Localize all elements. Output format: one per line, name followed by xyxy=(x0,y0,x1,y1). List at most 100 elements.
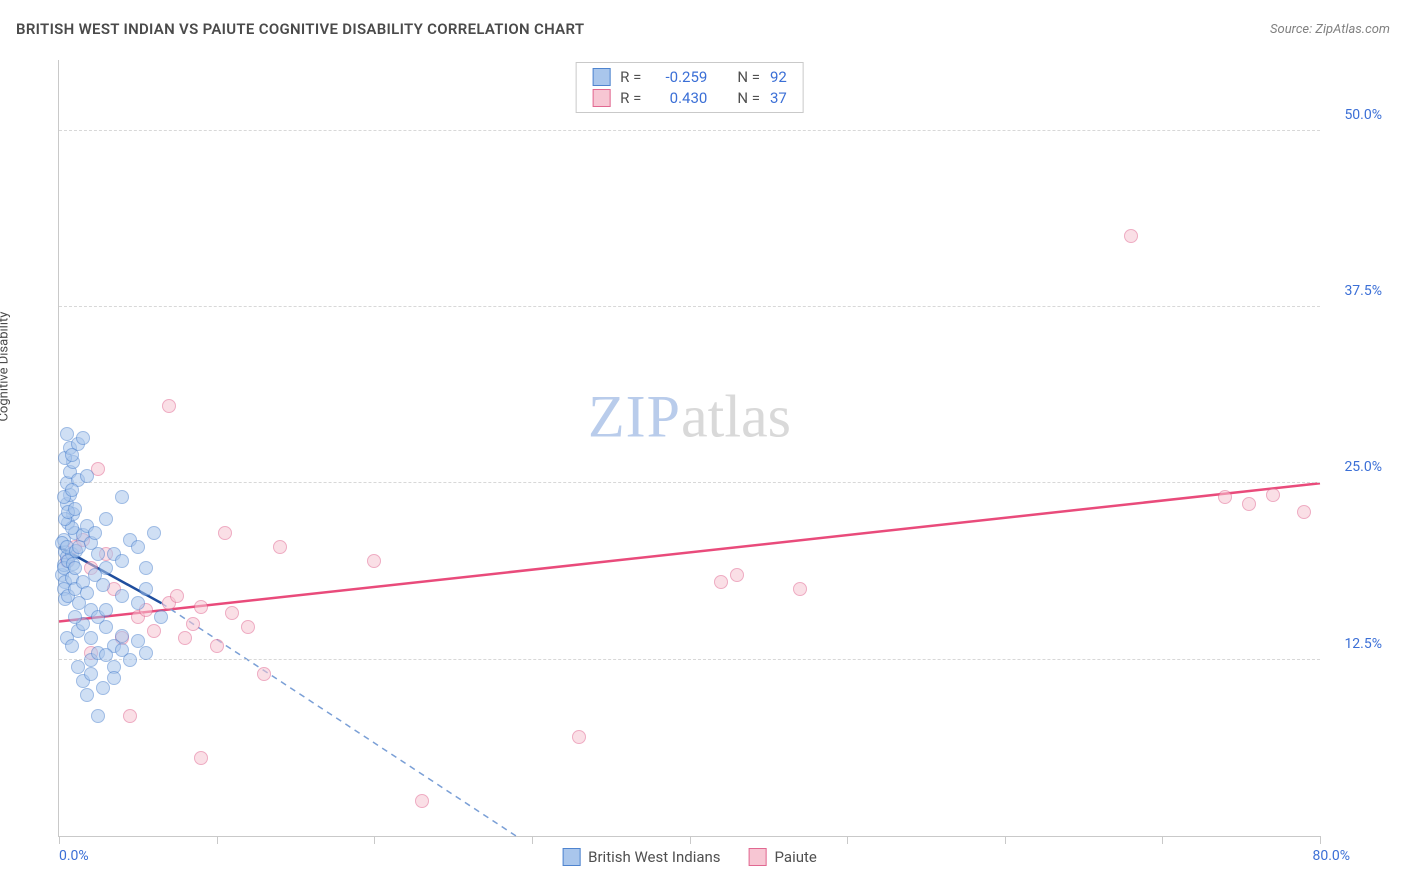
scatter-point-pink xyxy=(572,730,586,744)
scatter-point-blue xyxy=(115,554,129,568)
correlation-legend: R = -0.259 N = 92R = 0.430 N = 37 xyxy=(575,62,804,113)
scatter-point-blue xyxy=(131,596,145,610)
x-tick xyxy=(690,836,691,844)
scatter-point-pink xyxy=(367,554,381,568)
scatter-point-blue xyxy=(139,582,153,596)
series-legend-item: Paiute xyxy=(749,848,817,866)
series-legend-label: Paiute xyxy=(775,848,817,866)
chart-title: BRITISH WEST INDIAN VS PAIUTE COGNITIVE … xyxy=(16,20,584,38)
scatter-point-blue xyxy=(71,660,85,674)
scatter-point-pink xyxy=(793,582,807,596)
scatter-point-pink xyxy=(730,568,744,582)
legend-r-value: -0.259 xyxy=(651,68,707,86)
scatter-point-pink xyxy=(1242,497,1256,511)
scatter-point-pink xyxy=(415,794,429,808)
scatter-point-blue xyxy=(76,431,90,445)
x-tick xyxy=(1162,836,1163,844)
scatter-point-blue xyxy=(88,526,102,540)
scatter-point-pink xyxy=(1266,488,1280,502)
scatter-point-blue xyxy=(80,469,94,483)
correlation-legend-row: R =0.430N =37 xyxy=(592,89,787,107)
scatter-point-pink xyxy=(241,620,255,634)
legend-n-label: N = xyxy=(737,89,760,107)
watermark-zip: ZIP xyxy=(588,383,681,449)
scatter-point-pink xyxy=(1124,229,1138,243)
scatter-point-blue xyxy=(80,586,94,600)
legend-n-value: 37 xyxy=(770,89,787,107)
scatter-point-blue xyxy=(65,639,79,653)
scatter-point-blue xyxy=(60,427,74,441)
scatter-point-blue xyxy=(107,671,121,685)
series-legend: British West Indians Paiute xyxy=(562,848,817,866)
scatter-point-pink xyxy=(1297,505,1311,519)
series-legend-item: British West Indians xyxy=(562,848,720,866)
scatter-point-blue xyxy=(84,631,98,645)
scatter-point-blue xyxy=(99,620,113,634)
scatter-point-pink xyxy=(273,540,287,554)
y-axis-label: Cognitive Disability xyxy=(0,311,12,421)
watermark-atlas: atlas xyxy=(681,383,791,449)
y-tick-label: 25.0% xyxy=(1344,459,1382,475)
x-tick-label: 80.0% xyxy=(1312,848,1350,864)
scatter-point-pink xyxy=(257,667,271,681)
legend-n-value: 92 xyxy=(770,68,787,86)
scatter-point-blue xyxy=(139,561,153,575)
x-tick xyxy=(532,836,533,844)
watermark: ZIPatlas xyxy=(588,382,791,451)
chart-container: Cognitive Disability ZIPatlas R =-0.259N… xyxy=(16,55,1390,882)
legend-swatch xyxy=(562,848,580,866)
scatter-point-blue xyxy=(65,483,79,497)
x-tick xyxy=(847,836,848,844)
scatter-point-blue xyxy=(115,490,129,504)
x-tick xyxy=(1005,836,1006,844)
scatter-point-blue xyxy=(154,610,168,624)
gridline-h xyxy=(59,130,1320,131)
plot-area: ZIPatlas R =-0.259N =92R =0.430N =37 Bri… xyxy=(58,60,1320,837)
y-tick-label: 50.0% xyxy=(1344,107,1382,123)
x-tick xyxy=(374,836,375,844)
scatter-point-blue xyxy=(96,578,110,592)
legend-n-label: N = xyxy=(737,68,760,86)
correlation-legend-row: R = -0.259 N = 92 xyxy=(592,68,787,86)
scatter-point-pink xyxy=(162,399,176,413)
scatter-point-blue xyxy=(68,502,82,516)
scatter-point-pink xyxy=(218,526,232,540)
legend-r-value: 0.430 xyxy=(651,89,707,107)
scatter-point-blue xyxy=(99,561,113,575)
scatter-point-pink xyxy=(186,617,200,631)
x-tick xyxy=(217,836,218,844)
scatter-point-pink xyxy=(194,751,208,765)
scatter-point-pink xyxy=(225,606,239,620)
legend-r-label: R = xyxy=(620,68,641,86)
scatter-point-blue xyxy=(96,681,110,695)
scatter-point-blue xyxy=(139,646,153,660)
scatter-point-blue xyxy=(147,526,161,540)
scatter-point-pink xyxy=(178,631,192,645)
trend-lines-layer xyxy=(59,60,1320,836)
scatter-point-blue xyxy=(131,540,145,554)
scatter-point-blue xyxy=(68,610,82,624)
scatter-point-blue xyxy=(84,667,98,681)
y-tick-label: 37.5% xyxy=(1344,283,1382,299)
scatter-point-pink xyxy=(210,639,224,653)
scatter-point-blue xyxy=(115,629,129,643)
legend-swatch xyxy=(749,848,767,866)
gridline-h xyxy=(59,306,1320,307)
x-tick xyxy=(1320,836,1321,844)
scatter-point-blue xyxy=(99,603,113,617)
scatter-point-blue xyxy=(99,512,113,526)
series-legend-label: British West Indians xyxy=(588,848,720,866)
scatter-point-blue xyxy=(91,709,105,723)
source-attribution: Source: ZipAtlas.com xyxy=(1270,22,1390,37)
y-tick-label: 12.5% xyxy=(1344,636,1382,652)
scatter-point-pink xyxy=(123,709,137,723)
scatter-point-blue xyxy=(91,547,105,561)
scatter-point-pink xyxy=(714,575,728,589)
scatter-point-pink xyxy=(147,624,161,638)
scatter-point-pink xyxy=(194,600,208,614)
gridline-h xyxy=(59,482,1320,483)
scatter-point-pink xyxy=(170,589,184,603)
legend-swatch xyxy=(592,89,610,107)
scatter-point-blue xyxy=(65,448,79,462)
gridline-h xyxy=(59,659,1320,660)
